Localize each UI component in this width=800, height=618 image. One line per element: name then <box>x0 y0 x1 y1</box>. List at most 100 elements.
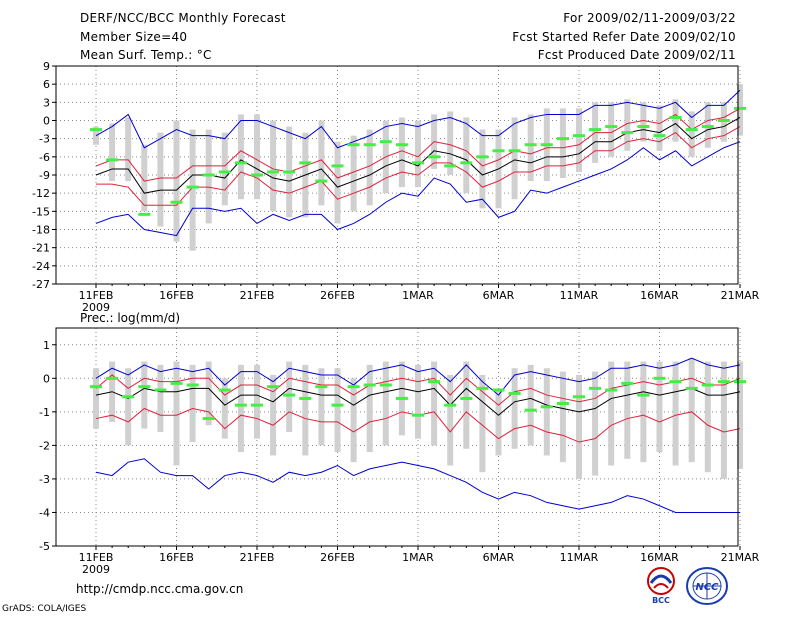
prec-observed-marker <box>347 385 360 389</box>
temp-min-line <box>95 141 741 237</box>
footer-url[interactable]: http://cmdp.ncc.cma.gov.cn <box>76 582 244 596</box>
start-refer-date: Fcst Started Refer Date 2009/02/10 <box>512 30 736 44</box>
temp-member-range-bar <box>221 132 228 206</box>
prec-observed-marker <box>476 386 489 390</box>
prec-member-range-bar <box>93 368 99 429</box>
prec-member-range-bar <box>270 374 277 456</box>
temp-x-tick-label: 21MAR <box>721 289 760 302</box>
prec-member-range-bar <box>720 361 727 479</box>
prec-member-range-bar <box>543 368 550 456</box>
prec-member-range-bar <box>254 364 260 439</box>
prec-x-year-label: 2009 <box>82 563 110 576</box>
temp-member-range-bar <box>205 129 212 224</box>
temp-member-range-bar <box>173 120 180 242</box>
prec-observed-marker <box>315 385 328 389</box>
temp-member-range-bar <box>640 102 647 142</box>
temp-y-tick-label: 9 <box>43 60 50 73</box>
temp-observed-marker <box>540 143 553 147</box>
temp-member-range-bar <box>318 120 325 206</box>
temp-observed-marker <box>637 125 650 129</box>
prec-observed-marker <box>573 395 585 399</box>
prec-member-range-bar <box>688 358 695 463</box>
temp-y-tick-label: -24 <box>32 260 50 273</box>
prec-member-range-bar <box>672 361 679 466</box>
prec-member-range-bar <box>125 368 132 446</box>
grads-credit: GrADS: COLA/IGES <box>2 604 87 614</box>
temp-member-range-bar <box>254 114 260 200</box>
temp-observed-marker <box>492 149 505 153</box>
prec-member-range-bar <box>334 368 341 453</box>
temp-upper-std-line <box>95 107 741 182</box>
chart-title: DERF/NCC/BCC Monthly Forecast <box>80 11 286 25</box>
svg-text:BCC: BCC <box>652 596 670 605</box>
prec-observed-marker <box>540 405 553 409</box>
prec-member-range-bar <box>737 361 743 469</box>
forecast-period: For 2009/02/11-2009/03/22 <box>563 11 736 25</box>
temp-member-range-bar <box>350 135 357 212</box>
prec-observed-marker <box>524 408 537 412</box>
prec-member-range-bar <box>447 374 454 466</box>
temp-observed-marker <box>444 164 457 168</box>
prec-y-tick-label: 0 <box>43 372 50 385</box>
temp-x-tick-label: 6MAR <box>483 289 515 302</box>
temp-member-range-bar <box>398 117 405 188</box>
temp-y-tick-label: -27 <box>32 278 50 291</box>
temp-observed-marker <box>395 143 408 147</box>
temp-member-range-bar <box>479 129 486 209</box>
temp-member-range-bar <box>688 111 695 157</box>
produced-date: Fcst Produced Date 2009/02/11 <box>537 48 736 62</box>
prec-x-tick-label: 1MAR <box>402 551 434 564</box>
temp-observed-marker <box>363 143 376 147</box>
prec-observed-marker <box>267 385 280 389</box>
prec-member-range-bar <box>479 374 486 473</box>
temp-observed-marker <box>460 161 473 165</box>
temp-member-range-bar <box>672 99 679 142</box>
prec-member-range-bar <box>592 371 599 476</box>
prec-member-range-bar <box>527 364 534 446</box>
prec-observed-marker <box>331 403 344 407</box>
prec-member-range-bar <box>366 364 373 453</box>
temp-member-range-bar <box>559 108 566 179</box>
prec-x-tick-label: 11MAR <box>560 551 599 564</box>
temp-observed-marker <box>556 137 569 141</box>
temp-member-range-bar <box>109 123 116 182</box>
member-size: Member Size=40 <box>80 30 188 44</box>
prec-observed-marker <box>395 396 408 400</box>
prec-y-tick-label: -1 <box>39 406 50 419</box>
temp-observed-marker <box>283 170 296 174</box>
temp-member-range-bar <box>576 108 582 172</box>
temp-observed-marker <box>669 115 682 119</box>
prec-member-range-bar <box>463 361 470 449</box>
prec-x-tick-label: 6MAR <box>483 551 515 564</box>
prec-member-range-bar <box>640 361 647 463</box>
prec-member-range-bar <box>302 364 309 456</box>
prec-member-range-bar <box>205 361 212 426</box>
temp-observed-marker <box>106 158 119 162</box>
temp-member-range-bar <box>415 120 421 188</box>
temp-y-tick-label: 0 <box>43 115 50 128</box>
temp-observed-marker <box>315 179 328 183</box>
svg-text:NCC: NCC <box>695 582 719 593</box>
temp-observed-marker <box>331 164 344 168</box>
temp-x-tick-label: 16FEB <box>159 289 194 302</box>
temp-observed-marker <box>605 125 618 129</box>
prec-observed-marker <box>701 383 714 387</box>
prec-observed-marker <box>492 388 505 392</box>
temp-panel: 9 6 3 0 -3 -6 -9 -12 -15 -18 -21 -24 -27 11FEB 16FEB 21… <box>32 60 760 314</box>
temp-observed-marker <box>524 143 537 147</box>
prec-x-tick-label: 21FEB <box>240 551 275 564</box>
temp-observed-marker <box>186 185 199 189</box>
temp-observed-marker <box>734 106 746 110</box>
temp-plot-frame <box>55 65 739 285</box>
temp-member-range-bar <box>463 117 470 194</box>
prec-observed-marker <box>202 417 215 421</box>
temp-observed-marker <box>170 200 183 204</box>
temp-observed-marker <box>267 170 280 174</box>
temp-lower-std-line <box>96 126 741 206</box>
temp-observed-marker <box>685 128 698 132</box>
prec-y-tick-label: -4 <box>39 506 50 519</box>
prec-min-line <box>95 458 740 513</box>
prec-member-range-bar <box>576 374 582 479</box>
temp-y-tick-label: -15 <box>32 205 50 218</box>
temp-observed-marker <box>347 143 360 147</box>
